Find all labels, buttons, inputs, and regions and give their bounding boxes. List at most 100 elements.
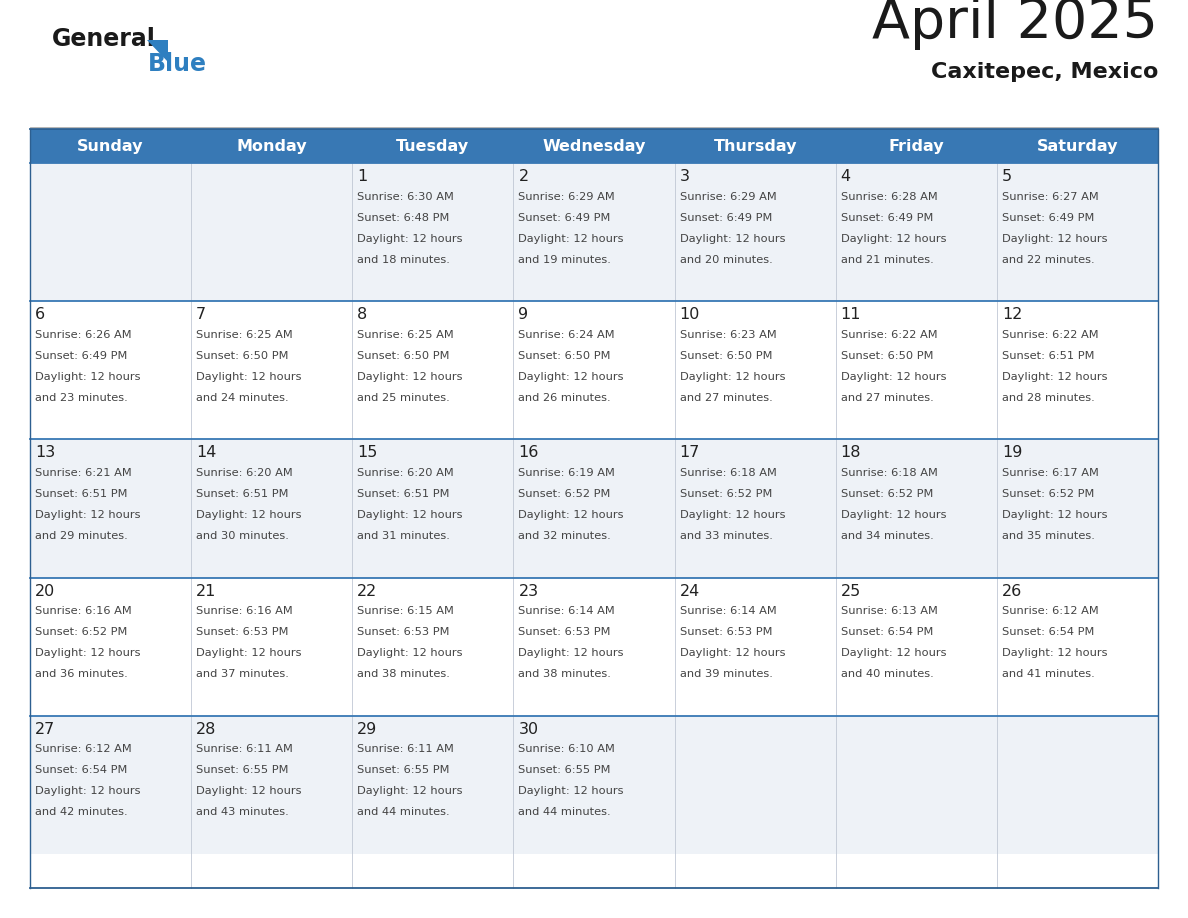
- Text: 8: 8: [358, 308, 367, 322]
- Text: 28: 28: [196, 722, 216, 737]
- Text: Daylight: 12 hours: Daylight: 12 hours: [680, 648, 785, 658]
- Text: Daylight: 12 hours: Daylight: 12 hours: [34, 510, 140, 520]
- Text: and 27 minutes.: and 27 minutes.: [841, 393, 934, 403]
- Text: Sunset: 6:50 PM: Sunset: 6:50 PM: [841, 351, 934, 361]
- Text: Friday: Friday: [889, 139, 944, 153]
- Text: Daylight: 12 hours: Daylight: 12 hours: [196, 372, 302, 382]
- Text: Sunset: 6:49 PM: Sunset: 6:49 PM: [1001, 213, 1094, 222]
- Text: and 29 minutes.: and 29 minutes.: [34, 531, 128, 541]
- Text: Sunrise: 6:16 AM: Sunrise: 6:16 AM: [34, 606, 132, 616]
- Text: and 26 minutes.: and 26 minutes.: [518, 393, 611, 403]
- Text: Sunrise: 6:28 AM: Sunrise: 6:28 AM: [841, 192, 937, 202]
- Text: Sunrise: 6:15 AM: Sunrise: 6:15 AM: [358, 606, 454, 616]
- Text: Daylight: 12 hours: Daylight: 12 hours: [196, 787, 302, 797]
- Text: 18: 18: [841, 445, 861, 461]
- Text: Sunset: 6:51 PM: Sunset: 6:51 PM: [34, 489, 127, 499]
- Text: Sunrise: 6:12 AM: Sunrise: 6:12 AM: [34, 744, 132, 755]
- Text: Daylight: 12 hours: Daylight: 12 hours: [1001, 233, 1107, 243]
- Text: Sunrise: 6:29 AM: Sunrise: 6:29 AM: [680, 192, 776, 202]
- Text: and 28 minutes.: and 28 minutes.: [1001, 393, 1094, 403]
- Text: Sunrise: 6:27 AM: Sunrise: 6:27 AM: [1001, 192, 1099, 202]
- Text: 29: 29: [358, 722, 378, 737]
- Text: Daylight: 12 hours: Daylight: 12 hours: [1001, 648, 1107, 658]
- Text: and 41 minutes.: and 41 minutes.: [1001, 669, 1094, 679]
- Text: Sunrise: 6:19 AM: Sunrise: 6:19 AM: [518, 468, 615, 478]
- Text: 23: 23: [518, 584, 538, 599]
- Text: 10: 10: [680, 308, 700, 322]
- Text: 13: 13: [34, 445, 56, 461]
- Text: Daylight: 12 hours: Daylight: 12 hours: [196, 648, 302, 658]
- Text: Daylight: 12 hours: Daylight: 12 hours: [841, 510, 946, 520]
- Text: and 42 minutes.: and 42 minutes.: [34, 807, 127, 817]
- Text: 7: 7: [196, 308, 207, 322]
- Text: 24: 24: [680, 584, 700, 599]
- Text: and 30 minutes.: and 30 minutes.: [196, 531, 289, 541]
- Text: April 2025: April 2025: [872, 0, 1158, 50]
- Text: Sunrise: 6:14 AM: Sunrise: 6:14 AM: [680, 606, 776, 616]
- Text: Daylight: 12 hours: Daylight: 12 hours: [680, 233, 785, 243]
- Text: 9: 9: [518, 308, 529, 322]
- Text: 2: 2: [518, 169, 529, 184]
- Text: Sunrise: 6:22 AM: Sunrise: 6:22 AM: [1001, 330, 1099, 340]
- Text: Saturday: Saturday: [1037, 139, 1118, 153]
- Text: 6: 6: [34, 308, 45, 322]
- Text: Sunrise: 6:24 AM: Sunrise: 6:24 AM: [518, 330, 615, 340]
- Text: Sunrise: 6:21 AM: Sunrise: 6:21 AM: [34, 468, 132, 478]
- Bar: [30, 577, 1158, 716]
- Text: Sunset: 6:50 PM: Sunset: 6:50 PM: [196, 351, 289, 361]
- Text: 17: 17: [680, 445, 700, 461]
- Bar: [30, 716, 1158, 854]
- Text: Sunset: 6:52 PM: Sunset: 6:52 PM: [34, 627, 127, 637]
- Text: Sunrise: 6:20 AM: Sunrise: 6:20 AM: [196, 468, 293, 478]
- Text: Daylight: 12 hours: Daylight: 12 hours: [196, 510, 302, 520]
- Text: Sunrise: 6:14 AM: Sunrise: 6:14 AM: [518, 606, 615, 616]
- Text: Sunrise: 6:16 AM: Sunrise: 6:16 AM: [196, 606, 293, 616]
- Text: and 20 minutes.: and 20 minutes.: [680, 254, 772, 264]
- Text: and 40 minutes.: and 40 minutes.: [841, 669, 934, 679]
- Text: and 27 minutes.: and 27 minutes.: [680, 393, 772, 403]
- Text: Sunset: 6:52 PM: Sunset: 6:52 PM: [680, 489, 772, 499]
- Text: and 24 minutes.: and 24 minutes.: [196, 393, 289, 403]
- Text: Sunrise: 6:18 AM: Sunrise: 6:18 AM: [841, 468, 937, 478]
- Text: and 43 minutes.: and 43 minutes.: [196, 807, 289, 817]
- Text: Sunrise: 6:22 AM: Sunrise: 6:22 AM: [841, 330, 937, 340]
- Text: Sunday: Sunday: [77, 139, 144, 153]
- Text: Sunset: 6:50 PM: Sunset: 6:50 PM: [358, 351, 450, 361]
- Text: Caxitepec, Mexico: Caxitepec, Mexico: [930, 62, 1158, 82]
- Text: 1: 1: [358, 169, 367, 184]
- Text: and 39 minutes.: and 39 minutes.: [680, 669, 772, 679]
- Text: Daylight: 12 hours: Daylight: 12 hours: [518, 233, 624, 243]
- Text: 11: 11: [841, 308, 861, 322]
- Text: Sunrise: 6:11 AM: Sunrise: 6:11 AM: [196, 744, 293, 755]
- Text: Daylight: 12 hours: Daylight: 12 hours: [358, 510, 463, 520]
- Text: Daylight: 12 hours: Daylight: 12 hours: [680, 510, 785, 520]
- Text: 5: 5: [1001, 169, 1012, 184]
- Text: Wednesday: Wednesday: [542, 139, 646, 153]
- Text: 26: 26: [1001, 584, 1022, 599]
- Text: Sunset: 6:49 PM: Sunset: 6:49 PM: [841, 213, 933, 222]
- Text: and 38 minutes.: and 38 minutes.: [358, 669, 450, 679]
- Bar: [30, 440, 1158, 577]
- Text: Monday: Monday: [236, 139, 307, 153]
- Text: Daylight: 12 hours: Daylight: 12 hours: [518, 372, 624, 382]
- Bar: [30, 163, 1158, 301]
- Text: Daylight: 12 hours: Daylight: 12 hours: [518, 787, 624, 797]
- Bar: [30, 301, 1158, 440]
- Text: 4: 4: [841, 169, 851, 184]
- Bar: [30, 129, 1158, 163]
- Text: Daylight: 12 hours: Daylight: 12 hours: [34, 648, 140, 658]
- Text: Sunrise: 6:10 AM: Sunrise: 6:10 AM: [518, 744, 615, 755]
- Text: Sunrise: 6:30 AM: Sunrise: 6:30 AM: [358, 192, 454, 202]
- Text: Sunrise: 6:17 AM: Sunrise: 6:17 AM: [1001, 468, 1099, 478]
- Text: Sunrise: 6:12 AM: Sunrise: 6:12 AM: [1001, 606, 1099, 616]
- Text: Sunset: 6:51 PM: Sunset: 6:51 PM: [196, 489, 289, 499]
- Text: Sunrise: 6:18 AM: Sunrise: 6:18 AM: [680, 468, 777, 478]
- Text: Daylight: 12 hours: Daylight: 12 hours: [34, 787, 140, 797]
- Text: Sunset: 6:50 PM: Sunset: 6:50 PM: [518, 351, 611, 361]
- Text: Daylight: 12 hours: Daylight: 12 hours: [841, 233, 946, 243]
- Text: 20: 20: [34, 584, 56, 599]
- Text: Sunrise: 6:20 AM: Sunrise: 6:20 AM: [358, 468, 454, 478]
- Text: Sunset: 6:53 PM: Sunset: 6:53 PM: [358, 627, 450, 637]
- Text: Sunset: 6:49 PM: Sunset: 6:49 PM: [518, 213, 611, 222]
- Text: Daylight: 12 hours: Daylight: 12 hours: [34, 372, 140, 382]
